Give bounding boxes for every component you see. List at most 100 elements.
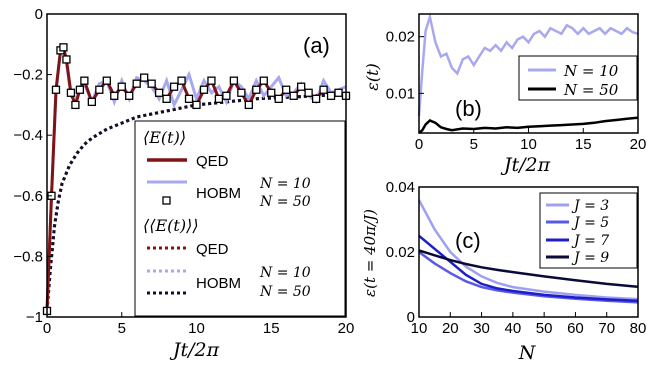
panel-c-y-ticks: 0.04 0.02 0 bbox=[386, 179, 424, 326]
panel-b-y-tick-label: 0.02 bbox=[386, 29, 415, 46]
marker-hobm50 bbox=[147, 79, 156, 88]
panel-c-y-axis-label: ε(t = 40π/J) bbox=[361, 209, 379, 297]
panel-a-x-axis-label: Jt/2π bbox=[169, 339, 220, 361]
marker-hobm50 bbox=[237, 88, 246, 97]
marker-hobm50 bbox=[244, 100, 253, 110]
marker-hobm50 bbox=[162, 94, 171, 103]
legend-b-n50-label: N = 50 bbox=[563, 81, 619, 99]
panel-a-x-tick-label: 10 bbox=[188, 320, 205, 337]
marker-hobm50 bbox=[75, 85, 85, 94]
marker-hobm50 bbox=[71, 100, 80, 110]
legend-avg-hobm-label: HOBM bbox=[196, 275, 241, 292]
panel-a-y-tick-label: −1 bbox=[26, 309, 43, 326]
panel-a-x-tick-label: 5 bbox=[118, 320, 126, 337]
legend-hobm-square-marker bbox=[162, 196, 171, 205]
panel-c-y-tick-label: 0.02 bbox=[386, 244, 415, 261]
panel-a-x-ticks: 0 5 10 15 20 bbox=[43, 312, 355, 337]
legend-avg-qed-label: QED bbox=[196, 241, 229, 258]
panel-b-label: (b) bbox=[455, 96, 482, 121]
marker-hobm50 bbox=[252, 85, 261, 94]
panel-c-x-tick-label: 40 bbox=[505, 320, 522, 337]
series-n50 bbox=[418, 116, 639, 134]
panel-a-legend: ⟨E(t)⟩ QED HOBM N = 10 N = 50 ⟨⟨E(t)⟩⟩ Q… bbox=[134, 120, 346, 317]
panel-b-legend-box bbox=[518, 55, 638, 101]
marker-hobm50 bbox=[110, 91, 119, 100]
marker-hobm50 bbox=[304, 88, 313, 97]
series-j9 bbox=[418, 249, 639, 289]
legend-avg-n10-label: N = 10 bbox=[259, 265, 311, 281]
marker-hobm50 bbox=[102, 76, 111, 85]
panel-c-x-tick-label: 10 bbox=[411, 320, 428, 337]
legend-c-j7-label: J = 7 bbox=[571, 233, 609, 249]
legend-avg-n50-label: N = 50 bbox=[259, 284, 311, 300]
legend-header-expectation: ⟨E(t)⟩ bbox=[143, 128, 186, 147]
panel-a-x-tick-label: 20 bbox=[338, 320, 355, 337]
marker-hobm50 bbox=[282, 85, 291, 94]
marker-hobm50 bbox=[192, 100, 201, 110]
marker-hobm50 bbox=[184, 94, 194, 103]
marker-hobm50 bbox=[169, 82, 179, 91]
marker-hobm50 bbox=[51, 85, 61, 94]
panel-a-y-tick-label: 0 bbox=[35, 6, 43, 23]
panel-c: 10 20 30 40 50 60 70 80 0.04 0.02 0 (c) N ε(t = 4… bbox=[361, 179, 646, 364]
marker-hobm50 bbox=[207, 76, 216, 85]
legend-n10-label: N = 10 bbox=[259, 176, 311, 192]
marker-hobm50 bbox=[95, 85, 104, 94]
legend-b-n10-label: N = 10 bbox=[563, 62, 619, 80]
legend-hobm-label: HOBM bbox=[196, 185, 241, 202]
marker-hobm50 bbox=[117, 82, 126, 91]
marker-hobm50 bbox=[259, 76, 268, 85]
marker-hobm50 bbox=[59, 43, 68, 52]
marker-hobm50 bbox=[296, 82, 306, 91]
marker-hobm50 bbox=[140, 73, 149, 82]
marker-hobm50 bbox=[214, 94, 224, 103]
panel-c-x-tick-label: 60 bbox=[567, 320, 584, 337]
panel-a-legend-box bbox=[134, 120, 346, 317]
panel-a-y-tick-label: −0.4 bbox=[13, 127, 43, 144]
panel-c-y-tick-label: 0.04 bbox=[386, 179, 415, 196]
marker-hobm50 bbox=[274, 94, 283, 103]
panel-a-label: (a) bbox=[303, 33, 330, 58]
panel-b-x-tick-label: 10 bbox=[520, 136, 537, 153]
panel-c-x-tick-label: 80 bbox=[630, 320, 647, 337]
series-n10 bbox=[417, 11, 639, 117]
panel-b-x-tick-label: 5 bbox=[470, 136, 478, 153]
panel-c-label: (c) bbox=[455, 228, 481, 253]
series-j3 bbox=[417, 199, 639, 301]
legend-c-j3-label: J = 3 bbox=[571, 198, 609, 214]
panel-b-x-axis-label: Jt/2π bbox=[500, 154, 551, 176]
marker-hobm50 bbox=[154, 88, 164, 97]
marker-hobm50 bbox=[177, 76, 186, 85]
marker-hobm50 bbox=[311, 94, 321, 103]
panel-a-x-tick-label: 0 bbox=[43, 320, 51, 337]
marker-hobm50 bbox=[319, 85, 328, 94]
marker-hobm50 bbox=[80, 76, 89, 85]
series-j5 bbox=[418, 250, 639, 304]
panel-b-legend: N = 10 N = 50 bbox=[518, 55, 638, 101]
panel-c-y-tick-label: 0 bbox=[407, 309, 415, 326]
marker-hobm50 bbox=[132, 79, 141, 88]
panel-b-y-tick-label: 0.01 bbox=[386, 85, 415, 102]
panel-a-y-tick-label: −0.8 bbox=[13, 248, 43, 265]
panel-c-legend: J = 3 J = 5 J = 7 J = 9 bbox=[539, 192, 638, 269]
panel-b-x-ticks: 0 5 10 15 20 bbox=[415, 128, 646, 153]
panel-a-y-tick-label: −0.6 bbox=[13, 188, 43, 205]
panel-c-x-axis-label: N bbox=[518, 342, 537, 364]
legend-qed-label: QED bbox=[196, 153, 229, 170]
marker-hobm50 bbox=[267, 88, 276, 97]
panel-b-y-ticks: 0.02 0.01 bbox=[386, 29, 424, 102]
panel-a-y-ticks: 0 −0.2 −0.4 −0.6 −0.8 −1 bbox=[13, 6, 52, 326]
legend-n50-label: N = 50 bbox=[259, 194, 311, 210]
marker-hobm50 bbox=[199, 85, 209, 94]
panel-c-x-tick-label: 30 bbox=[473, 320, 490, 337]
legend-header-time-average: ⟨⟨E(t)⟩⟩ bbox=[143, 216, 199, 235]
marker-hobm50 bbox=[289, 91, 298, 100]
marker-hobm50 bbox=[62, 55, 71, 64]
panel-b-x-tick-label: 15 bbox=[575, 136, 592, 153]
panel-b: 0 5 10 15 20 0.02 0.01 (b) Jt/2π ε(t) N = 10 … bbox=[363, 11, 646, 176]
panel-b-series bbox=[417, 11, 639, 134]
panel-a-y-tick-label: −0.2 bbox=[13, 67, 43, 84]
panel-b-x-tick-label: 0 bbox=[415, 136, 423, 153]
panel-c-x-tick-label: 20 bbox=[442, 320, 459, 337]
